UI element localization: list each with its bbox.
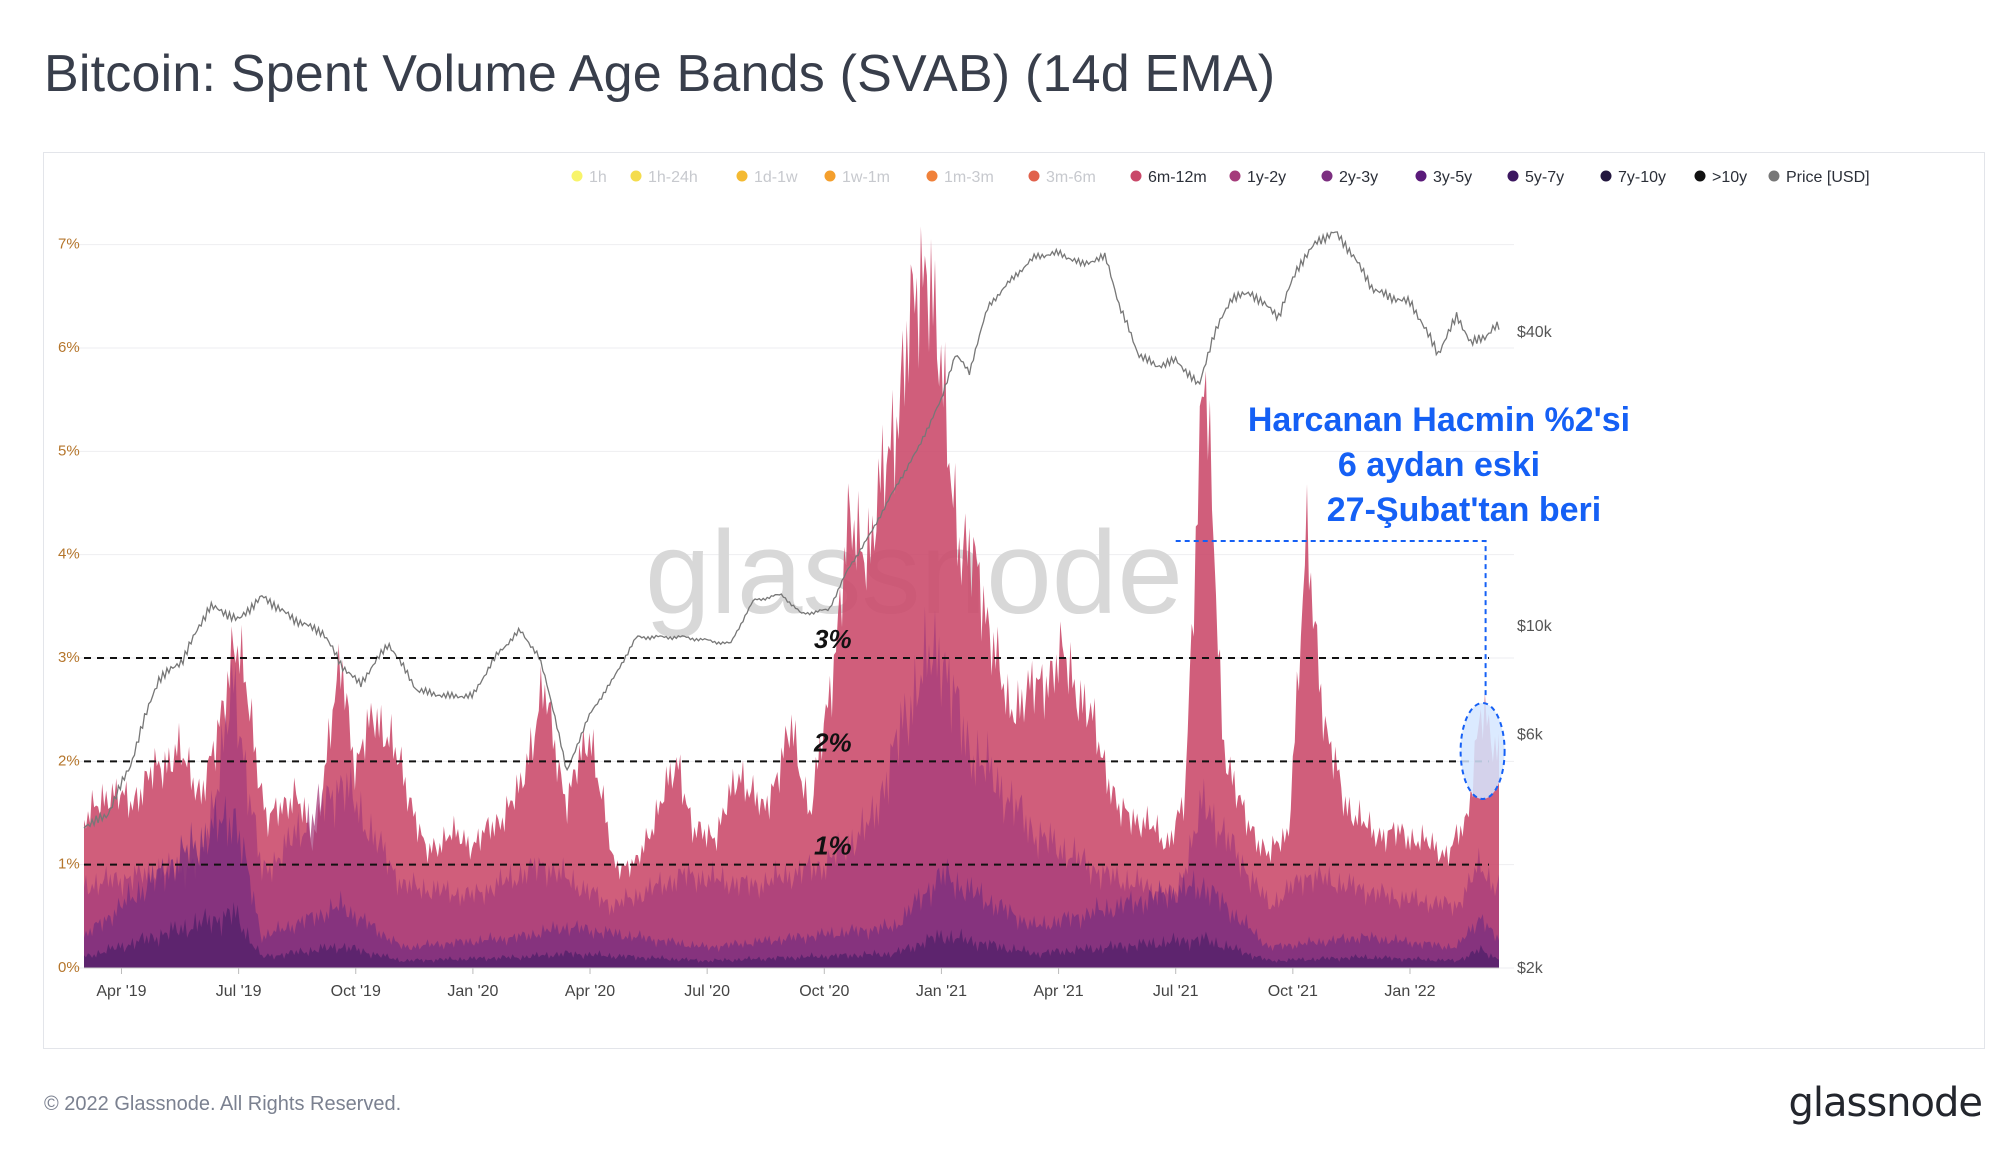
reference-lines: 3% 2% 1% [84, 624, 1489, 866]
legend-item: 2y-3y [1339, 169, 1378, 186]
reference-label: 2% [813, 727, 852, 757]
x-tick-label: Oct '21 [1268, 983, 1318, 1000]
annotation-text: 6 aydan eski [1338, 446, 1540, 484]
legend-dot-icon [1321, 170, 1333, 182]
legend-item: 3m-6m [1046, 169, 1096, 186]
legend-dot-icon [1130, 170, 1142, 182]
y-left-tick-label: 7% [58, 236, 80, 253]
x-tick-label: Apr '19 [96, 983, 146, 1000]
y-right-tick-label: $40k [1517, 324, 1553, 341]
glassnode-logo: glassnode [1788, 1080, 1983, 1126]
area-2y-3y [84, 794, 1499, 968]
price-usd-line [83, 231, 1500, 829]
reference-label: 1% [814, 831, 852, 861]
highlight-ellipse [1459, 702, 1506, 800]
legend-dot-icon [1694, 170, 1706, 182]
copyright-footer: © 2022 Glassnode. All Rights Reserved. [44, 1093, 402, 1115]
y-right-tick-label: $2k [1517, 960, 1544, 977]
y-left-tick-label: 3% [58, 649, 80, 666]
legend-dot-icon [1415, 170, 1427, 182]
y-left-tick-label: 4% [58, 546, 80, 563]
chart-frame: glassnode 3%2%1% 0%1%2%3%4%5%6%7%$2k$6k$… [43, 152, 1985, 1049]
legend-item: 1d-1w [754, 169, 798, 186]
x-tick-label: Jan '21 [916, 983, 967, 1000]
y-left-tick-label: 2% [58, 752, 80, 769]
legend-item: Price [USD] [1786, 169, 1870, 186]
svab-chart: glassnode 3%2%1% 0%1%2%3%4%5%6%7%$2k$6k$… [58, 169, 1870, 1000]
y-left-tick-label: 0% [58, 959, 80, 976]
legend-item: 6m-12m [1148, 169, 1207, 186]
x-tick-label: Apr '21 [1033, 983, 1083, 1000]
x-tick-label: Jul '20 [684, 983, 730, 1000]
annotation-text: Harcanan Hacmin %2'si [1248, 401, 1630, 439]
chart-title: Bitcoin: Spent Volume Age Bands (SVAB) (… [44, 45, 1276, 103]
x-tick-label: Jan '20 [447, 983, 498, 1000]
legend-dot-icon [571, 170, 583, 182]
y-right-tick-label: $6k [1517, 727, 1544, 744]
legend-dot-icon [1768, 170, 1780, 182]
axes: 0% 1% 2% 3% 4% 5% 6% 7% $2k $6k $10k $40k Apr '19 Jul… [58, 236, 1553, 1000]
legend-item: 3y-5y [1433, 169, 1472, 186]
reference-label: 3% [814, 624, 852, 654]
annotation-text: 27-Şubat'tan beri [1327, 491, 1601, 529]
legend-item: 1w-1m [842, 169, 890, 186]
highlight-annotation: Harcanan Hacmin %2'si 6 aydan eski 27-Şuba… [1175, 401, 1630, 800]
legend-item: >10y [1712, 169, 1747, 186]
x-tick-label: Oct '19 [331, 983, 381, 1000]
x-tick-label: Apr '20 [565, 983, 615, 1000]
x-tick-label: Jan '22 [1384, 983, 1435, 1000]
y-right-tick-label: $10k [1517, 618, 1553, 635]
y-left-tick-label: 6% [58, 339, 80, 356]
legend: 1h 1h-24h 1d-1w 1w-1m 1m-3m 3m-6m 6m-12m 1y-2y 2… [571, 169, 1870, 186]
legend-item: 1h-24h [648, 169, 698, 186]
legend-dot-icon [1600, 170, 1612, 182]
legend-item: 5y-7y [1525, 169, 1564, 186]
stacked-areas [84, 226, 1499, 968]
legend-dot-icon [824, 170, 836, 182]
x-tick-label: Jul '21 [1153, 983, 1199, 1000]
annotation-connector [1175, 540, 1487, 699]
legend-dot-icon [630, 170, 642, 182]
y-left-tick-label: 1% [58, 856, 80, 873]
legend-item: 1y-2y [1247, 169, 1286, 186]
legend-dot-icon [926, 170, 938, 182]
legend-item: 7y-10y [1618, 169, 1666, 186]
x-tick-label: Oct '20 [799, 983, 849, 1000]
legend-item: 1m-3m [944, 169, 994, 186]
area-5y-7y [84, 902, 1499, 968]
legend-dot-icon [1028, 170, 1040, 182]
x-tick-label: Jul '19 [216, 983, 262, 1000]
legend-dot-icon [736, 170, 748, 182]
y-left-tick-label: 5% [58, 442, 80, 459]
price-line [83, 231, 1500, 829]
legend-item: 1h [589, 169, 607, 186]
legend-dot-icon [1507, 170, 1519, 182]
legend-dot-icon [1229, 170, 1241, 182]
